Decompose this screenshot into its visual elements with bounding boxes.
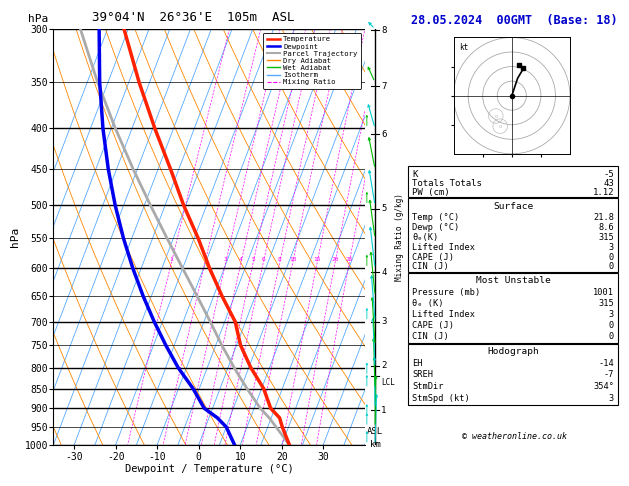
Text: Most Unstable: Most Unstable	[476, 277, 550, 285]
Text: θₑ (K): θₑ (K)	[412, 299, 443, 308]
Text: 5: 5	[381, 205, 387, 213]
Text: 43: 43	[603, 179, 614, 188]
Text: 1.12: 1.12	[593, 188, 614, 197]
Text: hPa: hPa	[28, 14, 48, 24]
Text: km: km	[370, 440, 381, 449]
Text: Surface: Surface	[493, 202, 533, 210]
Text: 4: 4	[239, 257, 243, 262]
Text: 20: 20	[331, 257, 339, 262]
Text: 315: 315	[598, 233, 614, 242]
Text: K: K	[412, 170, 418, 179]
Text: 3: 3	[224, 257, 228, 262]
Text: 0: 0	[609, 262, 614, 271]
Text: 4: 4	[381, 268, 387, 277]
Text: CAPE (J): CAPE (J)	[412, 253, 454, 261]
Text: StmDir: StmDir	[412, 382, 443, 391]
Text: 8.6: 8.6	[598, 223, 614, 232]
Text: Dewp (°C): Dewp (°C)	[412, 223, 459, 232]
Text: 315: 315	[598, 299, 614, 308]
Text: -7: -7	[604, 370, 614, 379]
Text: SREH: SREH	[412, 370, 433, 379]
Text: 354°: 354°	[593, 382, 614, 391]
Text: kt: kt	[459, 43, 469, 52]
Legend: Temperature, Dewpoint, Parcel Trajectory, Dry Adiabat, Wet Adiabat, Isotherm, Mi: Temperature, Dewpoint, Parcel Trajectory…	[263, 33, 361, 89]
Text: 1: 1	[381, 406, 387, 415]
Text: o: o	[494, 114, 498, 119]
Text: CIN (J): CIN (J)	[412, 262, 449, 271]
Bar	[408, 344, 618, 405]
Text: © weatheronline.co.uk: © weatheronline.co.uk	[462, 432, 567, 440]
Text: -5: -5	[603, 170, 614, 179]
Text: 7: 7	[381, 82, 387, 91]
Text: o: o	[499, 123, 502, 129]
Text: 39°04'N  26°36'E  105m  ASL: 39°04'N 26°36'E 105m ASL	[92, 11, 295, 24]
Text: Totals Totals: Totals Totals	[412, 179, 482, 188]
Bar	[408, 198, 618, 272]
Text: 8: 8	[278, 257, 282, 262]
Text: EH: EH	[412, 359, 423, 368]
Text: 10: 10	[289, 257, 296, 262]
Text: 0: 0	[609, 253, 614, 261]
Text: LCL: LCL	[381, 378, 395, 387]
Text: Temp (°C): Temp (°C)	[412, 213, 459, 222]
Text: 8: 8	[381, 26, 387, 35]
Text: Lifted Index: Lifted Index	[412, 243, 476, 252]
Text: 25: 25	[345, 257, 353, 262]
Text: StmSpd (kt): StmSpd (kt)	[412, 394, 470, 402]
Text: Lifted Index: Lifted Index	[412, 310, 476, 319]
Text: 1: 1	[170, 257, 174, 262]
Text: 2: 2	[203, 257, 207, 262]
Text: 21.8: 21.8	[593, 213, 614, 222]
Text: 28.05.2024  00GMT  (Base: 18): 28.05.2024 00GMT (Base: 18)	[411, 14, 618, 27]
Y-axis label: hPa: hPa	[10, 227, 20, 247]
Text: Mixing Ratio (g/kg): Mixing Ratio (g/kg)	[395, 193, 404, 281]
Text: 3: 3	[381, 317, 387, 326]
Text: 3: 3	[609, 394, 614, 402]
Text: Pressure (mb): Pressure (mb)	[412, 288, 481, 297]
Text: 1001: 1001	[593, 288, 614, 297]
Text: CIN (J): CIN (J)	[412, 332, 449, 341]
Bar	[408, 273, 618, 343]
Text: 6: 6	[381, 130, 387, 139]
X-axis label: Dewpoint / Temperature (°C): Dewpoint / Temperature (°C)	[125, 465, 294, 474]
Text: ASL: ASL	[367, 427, 383, 436]
Text: -14: -14	[598, 359, 614, 368]
Text: 2: 2	[381, 361, 387, 370]
Text: 0: 0	[609, 321, 614, 330]
Text: 0: 0	[609, 332, 614, 341]
Text: θₑ(K): θₑ(K)	[412, 233, 438, 242]
Text: 3: 3	[609, 243, 614, 252]
Text: 3: 3	[609, 310, 614, 319]
Text: PW (cm): PW (cm)	[412, 188, 450, 197]
Text: CAPE (J): CAPE (J)	[412, 321, 454, 330]
Text: 6: 6	[262, 257, 265, 262]
Bar	[408, 166, 618, 197]
Text: 5: 5	[252, 257, 255, 262]
Text: 15: 15	[313, 257, 321, 262]
Text: Hodograph: Hodograph	[487, 347, 539, 356]
